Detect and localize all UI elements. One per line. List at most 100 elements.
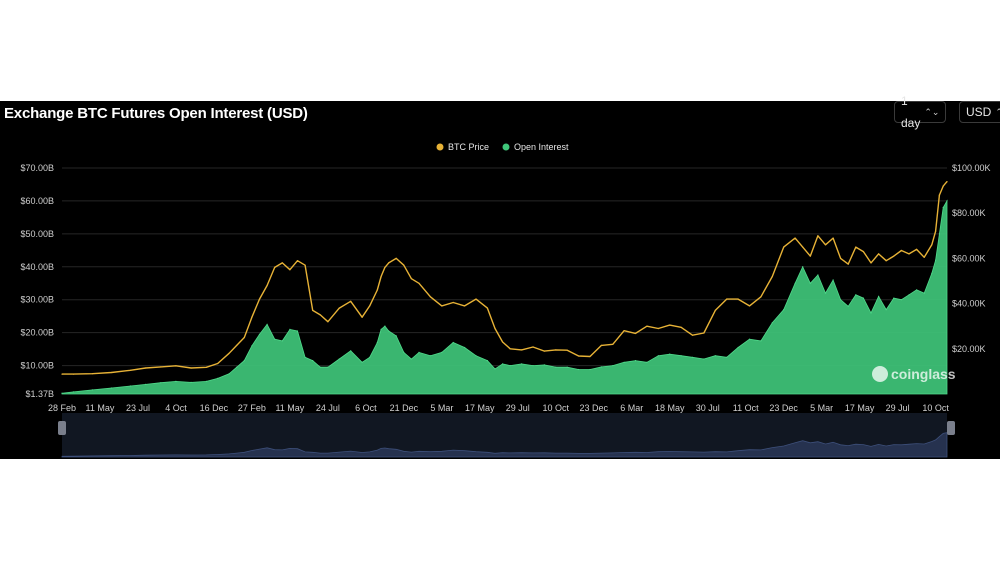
open-interest-point xyxy=(916,289,918,291)
btc-price-point xyxy=(509,348,511,350)
btc-price-point xyxy=(714,309,716,311)
open-interest-point xyxy=(441,351,443,353)
open-interest-point xyxy=(737,346,739,349)
x-tick-label: 16 Dec xyxy=(200,403,229,413)
open-interest-point xyxy=(691,356,694,358)
open-interest-point xyxy=(771,322,773,324)
open-interest-point xyxy=(494,368,496,370)
y-left-tick-label: $70.00B xyxy=(20,163,54,173)
open-interest-point xyxy=(452,341,454,344)
open-interest-point xyxy=(900,299,903,301)
btc-price-point xyxy=(634,332,637,334)
btc-price-point xyxy=(870,262,872,264)
open-interest-point xyxy=(338,358,340,360)
btc-price-point xyxy=(916,248,918,250)
open-interest-point xyxy=(418,351,420,353)
open-interest-point xyxy=(319,366,321,368)
btc-price-point xyxy=(327,321,329,323)
open-interest-point xyxy=(832,279,834,281)
x-tick-label: 10 Oct xyxy=(922,403,949,413)
btc-price-point xyxy=(923,256,925,258)
btc-price-point xyxy=(388,262,390,264)
x-tick-label: 21 Dec xyxy=(390,403,419,413)
open-interest-point xyxy=(794,282,796,284)
btc-price-point xyxy=(840,257,842,259)
open-interest-point xyxy=(296,330,299,332)
open-interest-point xyxy=(236,366,238,368)
open-interest-point xyxy=(281,340,283,342)
open-interest-point xyxy=(91,389,93,391)
y-right-tick-label: $60.00K xyxy=(952,253,986,263)
btc-price-point xyxy=(521,349,523,351)
currency-select[interactable]: USD ⌃⌄ xyxy=(959,101,1000,123)
btc-price-point xyxy=(486,307,488,309)
btc-price-point xyxy=(935,230,937,232)
y-right-tick-label: $40.00K xyxy=(952,299,986,309)
open-interest-point xyxy=(862,297,865,299)
legend-label-open-interest: Open Interest xyxy=(514,142,569,152)
btc-price-point xyxy=(938,194,941,196)
btc-price-point xyxy=(380,275,382,278)
btc-price-point xyxy=(475,298,477,300)
btc-price-point xyxy=(410,278,412,280)
btc-price-point xyxy=(205,366,207,368)
open-interest-point xyxy=(190,381,192,383)
btc-price-point xyxy=(312,309,314,311)
open-interest-point xyxy=(840,299,842,301)
y-left-tick-label: $10.00B xyxy=(20,361,54,371)
btc-price-point xyxy=(600,344,603,346)
btc-price-point xyxy=(862,251,865,253)
open-interest-point xyxy=(555,366,557,368)
btc-price-point xyxy=(737,298,739,300)
open-interest-point xyxy=(657,355,659,357)
open-interest-point xyxy=(946,200,948,202)
btc-price-point xyxy=(817,235,819,237)
open-interest-point xyxy=(612,365,614,367)
open-interest-point xyxy=(205,380,207,382)
open-interest-point xyxy=(251,345,253,347)
x-tick-label: 11 May xyxy=(86,403,115,413)
btc-price-point xyxy=(236,344,238,346)
btc-price-point xyxy=(464,305,466,307)
btc-price-point xyxy=(748,305,751,307)
open-interest-point xyxy=(908,294,910,296)
btc-price-point xyxy=(885,260,887,262)
btc-price-point xyxy=(429,296,431,298)
open-interest-point xyxy=(680,355,682,357)
open-interest-point xyxy=(289,328,291,330)
x-tick-label: 17 May xyxy=(845,403,875,413)
series-open-interest-area xyxy=(61,199,948,395)
x-tick-label: 24 Jul xyxy=(316,403,340,413)
btc-price-point xyxy=(908,253,910,255)
y-left-tick-label: $20.00B xyxy=(20,328,54,338)
page-title: Exchange BTC Futures Open Interest (USD) xyxy=(4,105,308,122)
btc-price-point xyxy=(680,326,682,328)
btc-price-point xyxy=(403,264,405,266)
btc-price-point xyxy=(566,349,568,351)
btc-price-point xyxy=(900,249,903,252)
x-tick-label: 11 Oct xyxy=(733,403,759,413)
open-interest-point xyxy=(274,338,276,340)
navigator-left-handle[interactable] xyxy=(58,421,66,435)
open-interest-point xyxy=(566,366,568,368)
btc-price-point xyxy=(441,305,443,307)
open-interest-point xyxy=(266,323,268,325)
open-interest-point xyxy=(160,382,162,384)
btc-price-point xyxy=(893,255,895,257)
open-interest-point xyxy=(380,328,382,330)
btc-price-point xyxy=(657,327,659,330)
y-left-tick-label: $1.37B xyxy=(25,389,54,399)
navigator-right-handle[interactable] xyxy=(947,421,955,435)
legend-swatch-btc-price xyxy=(436,143,444,151)
open-interest-point xyxy=(327,366,329,368)
btc-price-point xyxy=(589,355,591,358)
open-interest-point xyxy=(543,364,546,366)
open-interest-point xyxy=(878,295,880,297)
open-interest-point xyxy=(942,206,944,209)
interval-select[interactable]: 1 day ⌃⌄ xyxy=(894,94,946,130)
open-interest-point xyxy=(475,355,477,357)
y-left-tick-label: $50.00B xyxy=(20,229,54,239)
open-interest-chart[interactable]: $1.37B $10.00B $20.00B $30.00B $40.00B $50.00… xyxy=(0,101,1000,459)
btc-price-point xyxy=(703,332,705,334)
btc-price-point xyxy=(771,275,773,278)
